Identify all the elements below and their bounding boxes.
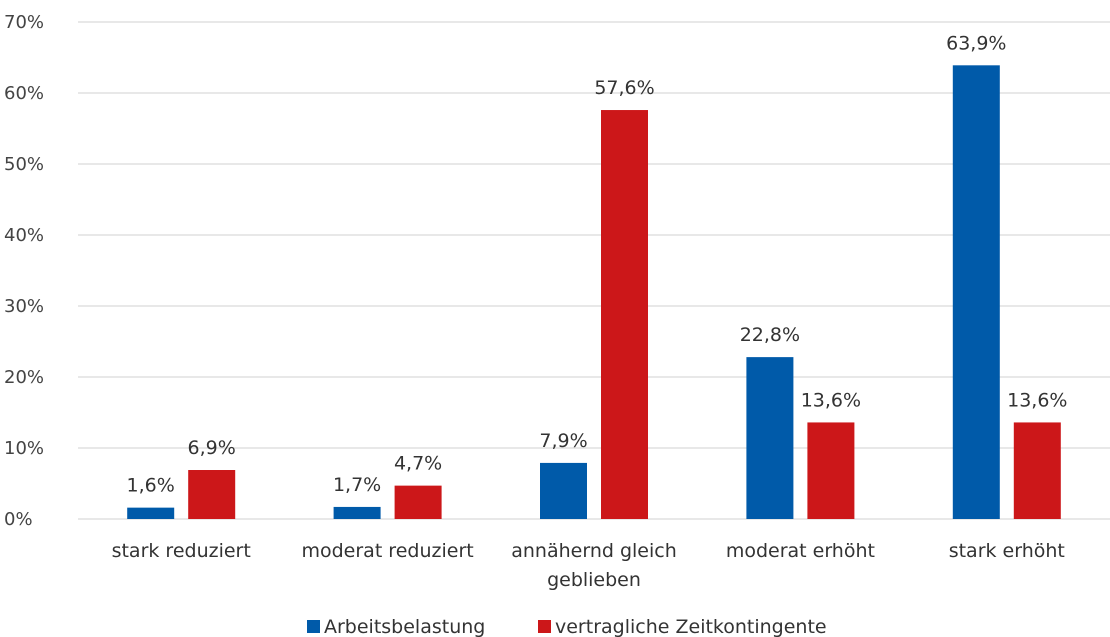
bar-arbeitsbelastung xyxy=(333,506,381,519)
bar-arbeitsbelastung xyxy=(127,507,175,519)
y-tick-label: 20% xyxy=(4,367,44,388)
gridlines xyxy=(78,21,1110,520)
y-tick-label: 70% xyxy=(4,12,44,33)
y-tick-label: 0% xyxy=(4,509,33,530)
y-tick-label: 60% xyxy=(4,83,44,104)
data-label: 4,7% xyxy=(394,453,442,475)
bar-zeitkontingente xyxy=(807,422,855,519)
data-label: 1,7% xyxy=(333,474,381,496)
category-label: stark reduziert xyxy=(112,540,251,562)
bars xyxy=(127,65,1061,519)
bar-zeitkontingente xyxy=(394,485,442,519)
category-label: moderat erhöht xyxy=(726,540,875,562)
legend-swatch xyxy=(538,620,551,633)
bar-arbeitsbelastung xyxy=(540,462,587,519)
y-tick-label: 10% xyxy=(4,438,44,459)
legend-label: Arbeitsbelastung xyxy=(324,616,485,637)
data-label: 13,6% xyxy=(801,389,861,411)
bar-zeitkontingente xyxy=(188,470,236,519)
data-label: 63,9% xyxy=(946,32,1006,54)
y-tick-label: 40% xyxy=(4,225,44,246)
data-label: 7,9% xyxy=(539,430,587,452)
data-label: 1,6% xyxy=(127,475,175,497)
legend: Arbeitsbelastung vertragliche Zeitkonting… xyxy=(307,616,827,637)
data-label: 6,9% xyxy=(188,437,236,459)
category-label: stark erhöht xyxy=(949,540,1065,562)
data-label: 13,6% xyxy=(1007,389,1067,411)
y-axis-tick-labels: 0% 10% 20% 30% 40% 50% 60% 70% xyxy=(4,12,44,530)
bar-arbeitsbelastung xyxy=(952,65,1000,519)
legend-swatch xyxy=(307,620,320,633)
category-label: annähernd gleich geblieben xyxy=(511,540,677,591)
bar-arbeitsbelastung xyxy=(746,357,794,519)
bar-zeitkontingente xyxy=(601,110,648,519)
data-label: 57,6% xyxy=(594,77,654,99)
data-label: 22,8% xyxy=(740,324,800,346)
legend-label: vertragliche Zeitkontingente xyxy=(555,616,827,637)
y-tick-label: 30% xyxy=(4,296,44,317)
y-tick-label: 50% xyxy=(4,154,44,175)
category-label: moderat reduziert xyxy=(301,540,473,562)
bar-zeitkontingente xyxy=(1013,422,1061,519)
data-labels: 1,6% 6,9% 1,7% 4,7% 7,9% 57,6% 22,8% 13,6% 63,9%… xyxy=(127,32,1068,496)
category-labels: stark reduziert moderat reduziert annähern… xyxy=(112,540,1065,591)
